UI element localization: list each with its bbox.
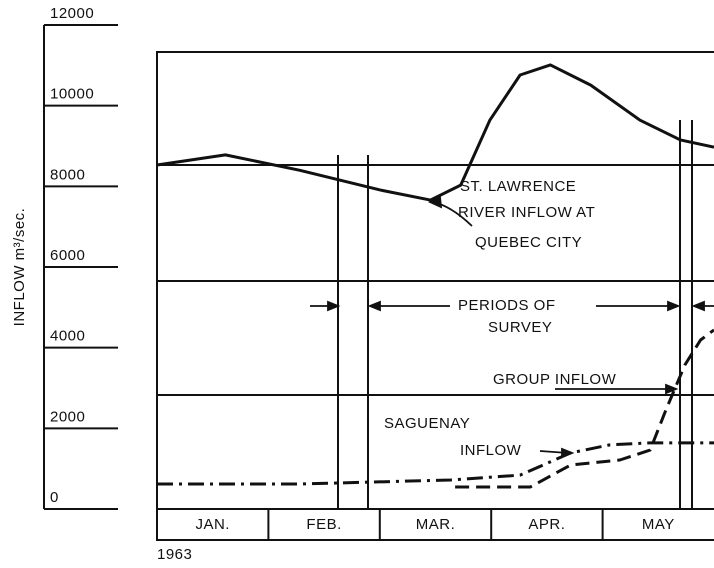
x-tick-label: MAR. bbox=[416, 516, 456, 533]
x-tick-label: FEB. bbox=[306, 516, 341, 533]
y-tick-label: 0 bbox=[50, 489, 59, 506]
y-tick-label: 8000 bbox=[50, 166, 85, 183]
y-tick-label: 10000 bbox=[50, 86, 94, 103]
series-line bbox=[156, 63, 714, 202]
annotation: INFLOW bbox=[460, 442, 522, 459]
month-band bbox=[156, 508, 714, 541]
year-label: 1963 bbox=[157, 546, 192, 563]
x-tick-label: MAY bbox=[642, 516, 675, 533]
annotation: GROUP INFLOW bbox=[493, 371, 617, 388]
arrows bbox=[310, 195, 714, 459]
series-line bbox=[157, 441, 714, 486]
annotation: SAGUENAY bbox=[384, 415, 470, 432]
x-tick-label: APR. bbox=[528, 516, 565, 533]
y-tick-label: 6000 bbox=[50, 247, 85, 264]
annotation: QUEBEC CITY bbox=[475, 234, 582, 251]
y-tick-label: 12000 bbox=[50, 5, 94, 22]
y-axis-label: INFLOW m³/sec. bbox=[11, 208, 28, 327]
annotation: PERIODS OF bbox=[458, 297, 556, 314]
x-tick-label: JAN. bbox=[195, 516, 230, 533]
y-tick-label: 2000 bbox=[50, 408, 85, 425]
y-tick-label: 4000 bbox=[50, 328, 85, 345]
series-line bbox=[455, 328, 714, 489]
annotation: ST. LAWRENCE bbox=[460, 178, 576, 195]
annotation: SURVEY bbox=[488, 319, 552, 336]
annotation: RIVER INFLOW AT bbox=[458, 204, 595, 221]
